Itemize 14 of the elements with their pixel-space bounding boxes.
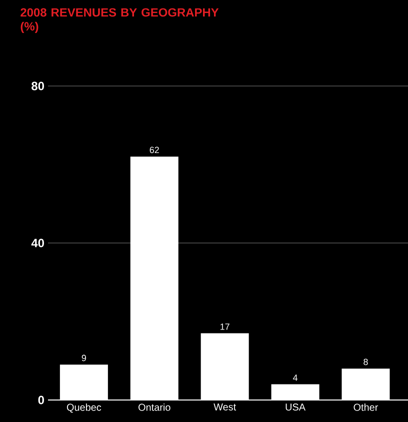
data-label: 9	[82, 354, 86, 362]
x-tick-label: West	[213, 404, 236, 410]
x-tick-label: Ontario	[138, 404, 170, 411]
data-label: 4	[292, 374, 298, 381]
data-label: 8	[363, 358, 368, 366]
y-tick-label: 40	[31, 238, 44, 248]
chart-title: 2008 REVENUES BY GEOGRAPHY (%)	[20, 8, 218, 33]
data-label: 17	[220, 324, 230, 330]
x-tick-label: Other	[353, 404, 378, 411]
data-label: 62	[150, 146, 159, 154]
y-tick-label: 0	[38, 396, 44, 404]
x-tick-label: USA	[286, 404, 306, 411]
y-tick-label: 80	[31, 82, 44, 90]
x-tick-label: Quebec	[66, 404, 101, 413]
